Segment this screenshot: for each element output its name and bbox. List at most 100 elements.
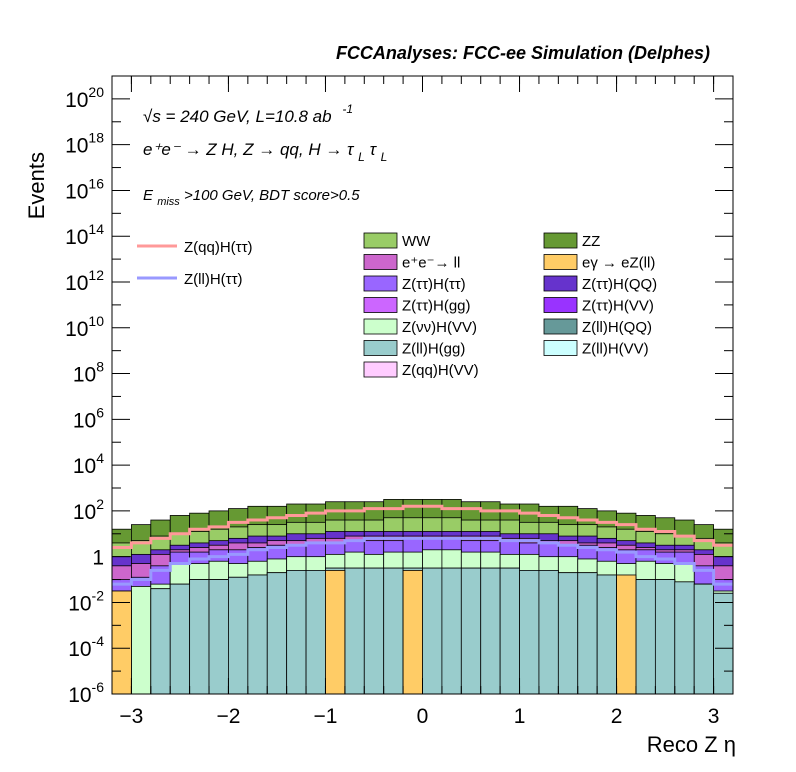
y-tick-label: 108 xyxy=(73,359,104,387)
stack-bin xyxy=(189,579,210,695)
x-tick-label: −2 xyxy=(216,705,240,728)
annotation-cuts: E miss >100 GeV, BDT score>0.5 xyxy=(143,187,360,209)
y-tick-label: 1014 xyxy=(65,221,104,249)
svg-text:√s = 240 GeV, L=10.8 ab: √s = 240 GeV, L=10.8 ab -1 xyxy=(143,102,353,126)
y-tick-label: 10-4 xyxy=(68,633,104,661)
annotation-process-tau: τ xyxy=(370,140,378,159)
stack-bin xyxy=(635,579,656,695)
legend-label: Z(ll)H(VV) xyxy=(582,341,649,358)
y-tick-label: 1 xyxy=(92,547,104,570)
legend-line-label: Z(ll)H(ττ) xyxy=(184,271,243,288)
annotation-energy-sup: -1 xyxy=(342,102,353,116)
ey-spike-bin xyxy=(402,570,423,695)
legend-swatch xyxy=(543,340,578,356)
legend-swatch xyxy=(543,318,578,335)
stack-bin xyxy=(577,572,598,695)
annotation-process-sub: L xyxy=(358,150,365,164)
annotation-cut-text: >100 GeV, BDT score>0.5 xyxy=(184,187,360,204)
legend-swatch xyxy=(543,232,578,249)
annotation-cut-sub: miss xyxy=(157,196,180,208)
legend-label: Z(ττ)H(VV) xyxy=(582,298,654,315)
stack-bin xyxy=(247,574,268,695)
stack-bin xyxy=(460,567,482,695)
annotation-energy: √s = 240 GeV, L=10.8 ab -1 xyxy=(143,102,353,126)
x-tick-label: 2 xyxy=(611,705,623,728)
legend-label: Z(ll)H(QQ) xyxy=(582,319,652,336)
legend-line-label: Z(qq)H(ττ) xyxy=(184,239,253,256)
legend-swatch xyxy=(363,254,398,270)
svg-text:e⁺e⁻ → Z H, Z → qq, H → τ: e⁺e⁻ → Z H, Z → qq, H → τ L τ L xyxy=(143,140,387,165)
plot-area xyxy=(111,499,734,695)
legend-swatch xyxy=(363,297,398,313)
y-axis-label: Events xyxy=(24,152,49,219)
y-tick-label: 104 xyxy=(73,450,104,478)
legend-label: ZZ xyxy=(582,233,600,250)
stack-bin xyxy=(150,588,171,695)
y-tick-label: 10-2 xyxy=(68,587,104,615)
stack-bin xyxy=(557,572,579,695)
stack-bin xyxy=(266,572,288,695)
stack-bin xyxy=(674,581,695,695)
legend-swatch xyxy=(363,232,398,249)
legend-swatch xyxy=(543,275,578,292)
y-tick-label: 1010 xyxy=(65,313,104,341)
legend-swatch xyxy=(363,275,398,292)
overlay-line xyxy=(112,536,733,586)
legend-label: Z(νν)H(VV) xyxy=(402,319,477,336)
y-tick-label: 1016 xyxy=(65,175,104,203)
stack-bin xyxy=(499,567,520,695)
stack-bin xyxy=(383,567,404,695)
stack-bin xyxy=(344,567,365,695)
legend-label: Z(qq)H(VV) xyxy=(402,362,479,379)
legend-swatch xyxy=(543,254,578,270)
stack-bin xyxy=(538,570,559,695)
y-tick-label: 1018 xyxy=(65,130,104,158)
annotation-energy-text: √s = 240 GeV, L=10.8 ab xyxy=(143,107,332,126)
legend-label: Z(ττ)H(QQ) xyxy=(582,276,657,293)
ey-spike-bin xyxy=(616,574,637,695)
stack-bin xyxy=(169,583,191,695)
legend-swatch xyxy=(363,361,398,378)
stack-bin xyxy=(111,590,132,695)
stack-bin xyxy=(363,567,385,695)
stack-bin xyxy=(441,567,462,695)
x-tick-label: 0 xyxy=(417,705,429,728)
legend-label: Z(ll)H(gg) xyxy=(402,341,465,358)
x-axis-label: Reco Z η xyxy=(647,732,736,757)
stack-bin xyxy=(131,586,152,695)
overlay-line xyxy=(112,504,733,550)
stack-bin xyxy=(286,570,307,695)
x-tick-label: 1 xyxy=(514,705,526,728)
x-tick-label: 3 xyxy=(708,705,720,728)
stack-bin xyxy=(596,574,617,695)
stack-bin xyxy=(519,570,540,695)
stack-bin xyxy=(480,567,501,695)
x-tick-label: −1 xyxy=(313,705,337,728)
annotation-process-sub2: L xyxy=(381,150,388,164)
ey-spike-bin xyxy=(325,570,346,695)
legend-swatch xyxy=(363,340,398,356)
legend-label: Z(ττ)H(gg) xyxy=(402,298,471,315)
legend-label: e⁺e⁻→ ll xyxy=(402,255,460,272)
stack-bin xyxy=(654,579,676,695)
stack-bin xyxy=(305,570,326,695)
legend-label: eγ → eZ(ll) xyxy=(582,255,655,272)
axes: −3 −2 −1 0 1 2 3 1020 1018 1016 1014 1012 1010 108 106… xyxy=(65,75,734,728)
legend-label: Z(ττ)H(ττ) xyxy=(402,276,466,293)
annotation-cut-e: E xyxy=(143,187,154,204)
stack-bin xyxy=(228,576,249,695)
stack-bin xyxy=(208,579,229,695)
stack-bin xyxy=(693,583,714,695)
y-tick-label: 106 xyxy=(73,404,104,432)
svg-text:E miss >100 GeV, B: E miss >100 GeV, BDT score>0.5 xyxy=(143,187,360,209)
stack-bin xyxy=(422,567,443,695)
stack-bin xyxy=(713,592,734,695)
chart-title: FCCAnalyses: FCC-ee Simulation (Delphes) xyxy=(336,43,710,63)
y-tick-label: 10-6 xyxy=(68,679,104,707)
y-tick-label: 102 xyxy=(73,496,104,524)
x-tick-label: −3 xyxy=(119,705,143,728)
annotation-process: e⁺e⁻ → Z H, Z → qq, H → τ L τ L xyxy=(143,140,387,165)
annotation-process-text: e⁺e⁻ → Z H, Z → qq, H → τ xyxy=(143,140,355,159)
legend: Z(qq)H(ττ) Z(ll)H(ττ) WW ZZ e⁺e⁻→ ll eγ → eZ(… xyxy=(137,232,657,379)
